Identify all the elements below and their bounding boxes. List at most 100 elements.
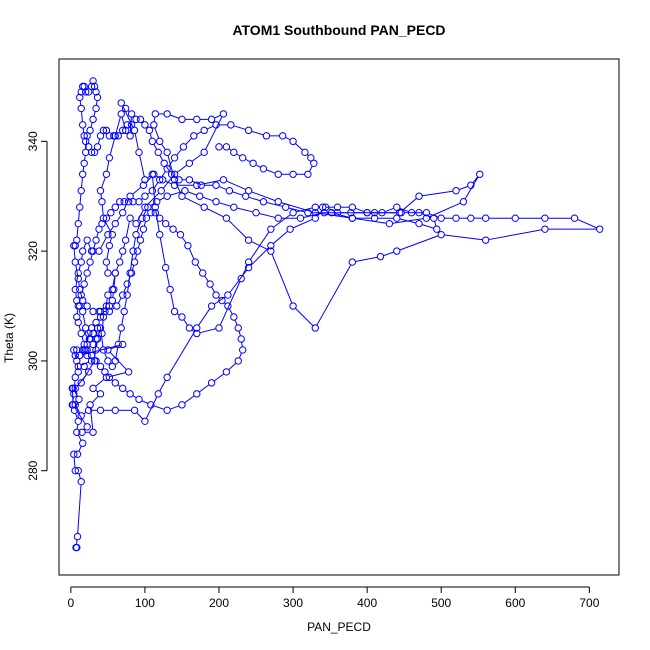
series-0-segment-188 bbox=[132, 186, 142, 195]
series-0-point-308 bbox=[113, 302, 121, 310]
series-0-point-317 bbox=[147, 209, 155, 217]
series-0-point-5 bbox=[71, 467, 79, 475]
series-0-point-324 bbox=[191, 258, 199, 266]
series-0-segment-199 bbox=[75, 292, 77, 298]
series-0-point-3 bbox=[77, 477, 85, 486]
series-0-point-305 bbox=[89, 307, 97, 316]
series-0-segment-46 bbox=[112, 292, 114, 298]
series-0-point-202 bbox=[81, 324, 90, 332]
series-0-point-110 bbox=[178, 192, 186, 200]
series-0-segment-81 bbox=[296, 207, 313, 213]
series-0-point-41 bbox=[99, 313, 108, 321]
y-tick-label-1: 300 bbox=[26, 351, 40, 371]
series-0-point-326 bbox=[206, 280, 214, 288]
series-0-point-336 bbox=[207, 379, 216, 387]
series-0-point-179 bbox=[311, 209, 319, 217]
series-0-point-245 bbox=[241, 192, 250, 200]
series-0-point-320 bbox=[161, 219, 170, 228]
series-0-point-267 bbox=[96, 132, 105, 140]
series-0-segment-163 bbox=[229, 269, 248, 293]
series-0-segment-289 bbox=[90, 122, 93, 128]
series-0-point-94 bbox=[511, 214, 519, 222]
series-0-segment-19 bbox=[89, 407, 94, 430]
series-0-point-95 bbox=[541, 214, 549, 222]
series-0-segment-327 bbox=[211, 286, 215, 293]
series-0-segment-10 bbox=[76, 424, 79, 430]
series-0-point-105 bbox=[289, 302, 297, 310]
chart-title: ATOM1 Southbound PAN_PECD bbox=[232, 22, 445, 38]
series-0-segment-132 bbox=[112, 276, 116, 287]
series-0-point-106 bbox=[267, 247, 275, 255]
series-0-point-377 bbox=[179, 143, 188, 151]
series-0-segment-197 bbox=[78, 265, 81, 271]
series-0-segment-386 bbox=[295, 143, 303, 151]
series-0-segment-293 bbox=[82, 166, 85, 172]
series-0-point-29 bbox=[87, 357, 96, 365]
series-0-point-340 bbox=[147, 401, 155, 409]
series-0-segment-337 bbox=[199, 384, 210, 393]
series-0-segment-165 bbox=[272, 230, 289, 244]
y-tick-label-2: 320 bbox=[26, 241, 40, 261]
series-0-point-4 bbox=[74, 467, 82, 475]
series-0-segment-181 bbox=[251, 191, 276, 202]
series-0-point-385 bbox=[289, 137, 297, 146]
series-0-segment-302 bbox=[78, 281, 80, 287]
series-0-point-74 bbox=[185, 324, 194, 332]
series-0-segment-218 bbox=[133, 237, 136, 249]
series-0-point-21 bbox=[89, 384, 97, 393]
series-0-point-88 bbox=[407, 209, 416, 217]
series-0-segment-128 bbox=[125, 221, 130, 238]
series-0-segment-172 bbox=[422, 190, 453, 197]
series-0-point-64 bbox=[130, 126, 139, 135]
series-0-point-150 bbox=[68, 401, 77, 409]
series-0-segment-340 bbox=[153, 405, 165, 410]
series-0-point-318 bbox=[151, 209, 159, 217]
series-0-point-280 bbox=[81, 88, 90, 96]
series-0-point-114 bbox=[150, 121, 158, 129]
series-0-point-248 bbox=[197, 181, 205, 189]
series-0-point-136 bbox=[92, 318, 100, 327]
series-0-point-68 bbox=[151, 203, 159, 211]
series-0-point-76 bbox=[215, 324, 223, 332]
series-0-point-205 bbox=[92, 346, 100, 354]
series-0-segment-194 bbox=[87, 242, 91, 249]
series-0-point-274 bbox=[79, 121, 87, 129]
series-0-point-58 bbox=[117, 110, 125, 118]
series-0-segment-244 bbox=[266, 202, 283, 207]
y-tick-label-0: 280 bbox=[26, 460, 40, 480]
series-0-segment-297 bbox=[76, 226, 79, 238]
series-0-segment-80 bbox=[273, 214, 291, 228]
series-0-segment-219 bbox=[136, 221, 142, 232]
series-0-point-221 bbox=[153, 198, 161, 206]
series-0-segment-159 bbox=[159, 379, 167, 392]
series-0-point-99 bbox=[481, 236, 490, 244]
series-0-point-268 bbox=[93, 143, 102, 151]
series-0-point-122 bbox=[185, 159, 194, 167]
series-0-point-276 bbox=[76, 93, 84, 102]
series-0-segment-196 bbox=[81, 254, 83, 260]
series-0-point-174 bbox=[476, 170, 484, 178]
series-0-segment-71 bbox=[165, 270, 170, 287]
series-0-point-243 bbox=[281, 203, 290, 211]
series-0-point-158 bbox=[154, 390, 162, 398]
series-0-segment-121 bbox=[205, 116, 223, 150]
series-0-point-330 bbox=[230, 313, 238, 321]
series-0-segment-309 bbox=[117, 297, 122, 304]
series-0-point-145 bbox=[70, 346, 78, 354]
series-0-segment-392 bbox=[266, 169, 276, 174]
series-0-point-121 bbox=[200, 148, 208, 157]
series-0-point-297 bbox=[73, 236, 81, 244]
series-0-point-16 bbox=[83, 423, 91, 431]
x-tick-label-4: 400 bbox=[357, 596, 377, 610]
series-0-point-51 bbox=[108, 230, 117, 239]
series-0-point-12 bbox=[75, 395, 83, 404]
series-0-point-59 bbox=[121, 126, 130, 135]
series-0-point-92 bbox=[467, 214, 475, 222]
series-0-point-367 bbox=[116, 198, 124, 206]
series-0-segment-385 bbox=[285, 136, 291, 141]
series-0-segment-108 bbox=[228, 220, 247, 239]
series-0-segment-20 bbox=[91, 395, 99, 403]
series-0-point-239 bbox=[370, 214, 379, 222]
series-0-point-10 bbox=[74, 417, 82, 425]
series-0-point-364 bbox=[102, 214, 111, 222]
